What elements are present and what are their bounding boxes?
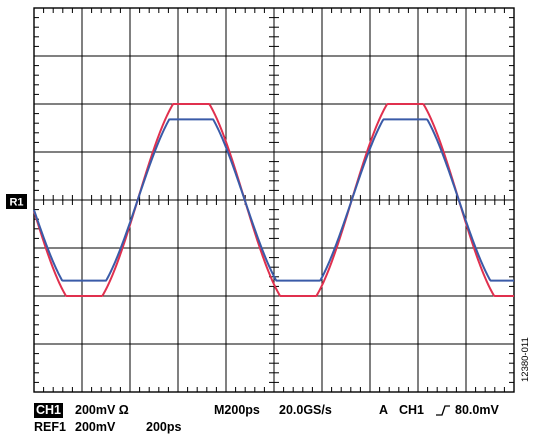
ref1-label: REF1 bbox=[34, 420, 66, 434]
trigger-level: 80.0mV bbox=[455, 403, 499, 417]
oscilloscope-display: R1 bbox=[6, 7, 515, 393]
trace-ref1 bbox=[33, 103, 515, 297]
ref1-time: 200ps bbox=[146, 420, 182, 434]
reference-marker-r1: R1 bbox=[6, 194, 27, 209]
trigger-mode: A bbox=[379, 403, 389, 417]
sample-rate: 20.0GS/s bbox=[279, 403, 332, 417]
graticule bbox=[33, 7, 515, 393]
ch1-badge: CH1 bbox=[34, 403, 64, 418]
r1-marker-box bbox=[6, 194, 27, 209]
timebase: M200ps bbox=[214, 403, 260, 417]
r1-marker-label: R1 bbox=[9, 197, 23, 209]
trigger-source: CH1 bbox=[399, 403, 425, 417]
rising-edge-trigger-icon bbox=[436, 405, 450, 416]
graticule-ticks bbox=[34, 8, 514, 392]
trace-ch1 bbox=[33, 118, 515, 282]
figure-id: 12380-011 bbox=[520, 337, 531, 382]
ref1-scale: 200mV bbox=[75, 420, 116, 434]
waveform-traces bbox=[33, 103, 515, 297]
ch1-scale: 200mV Ω bbox=[75, 403, 129, 417]
